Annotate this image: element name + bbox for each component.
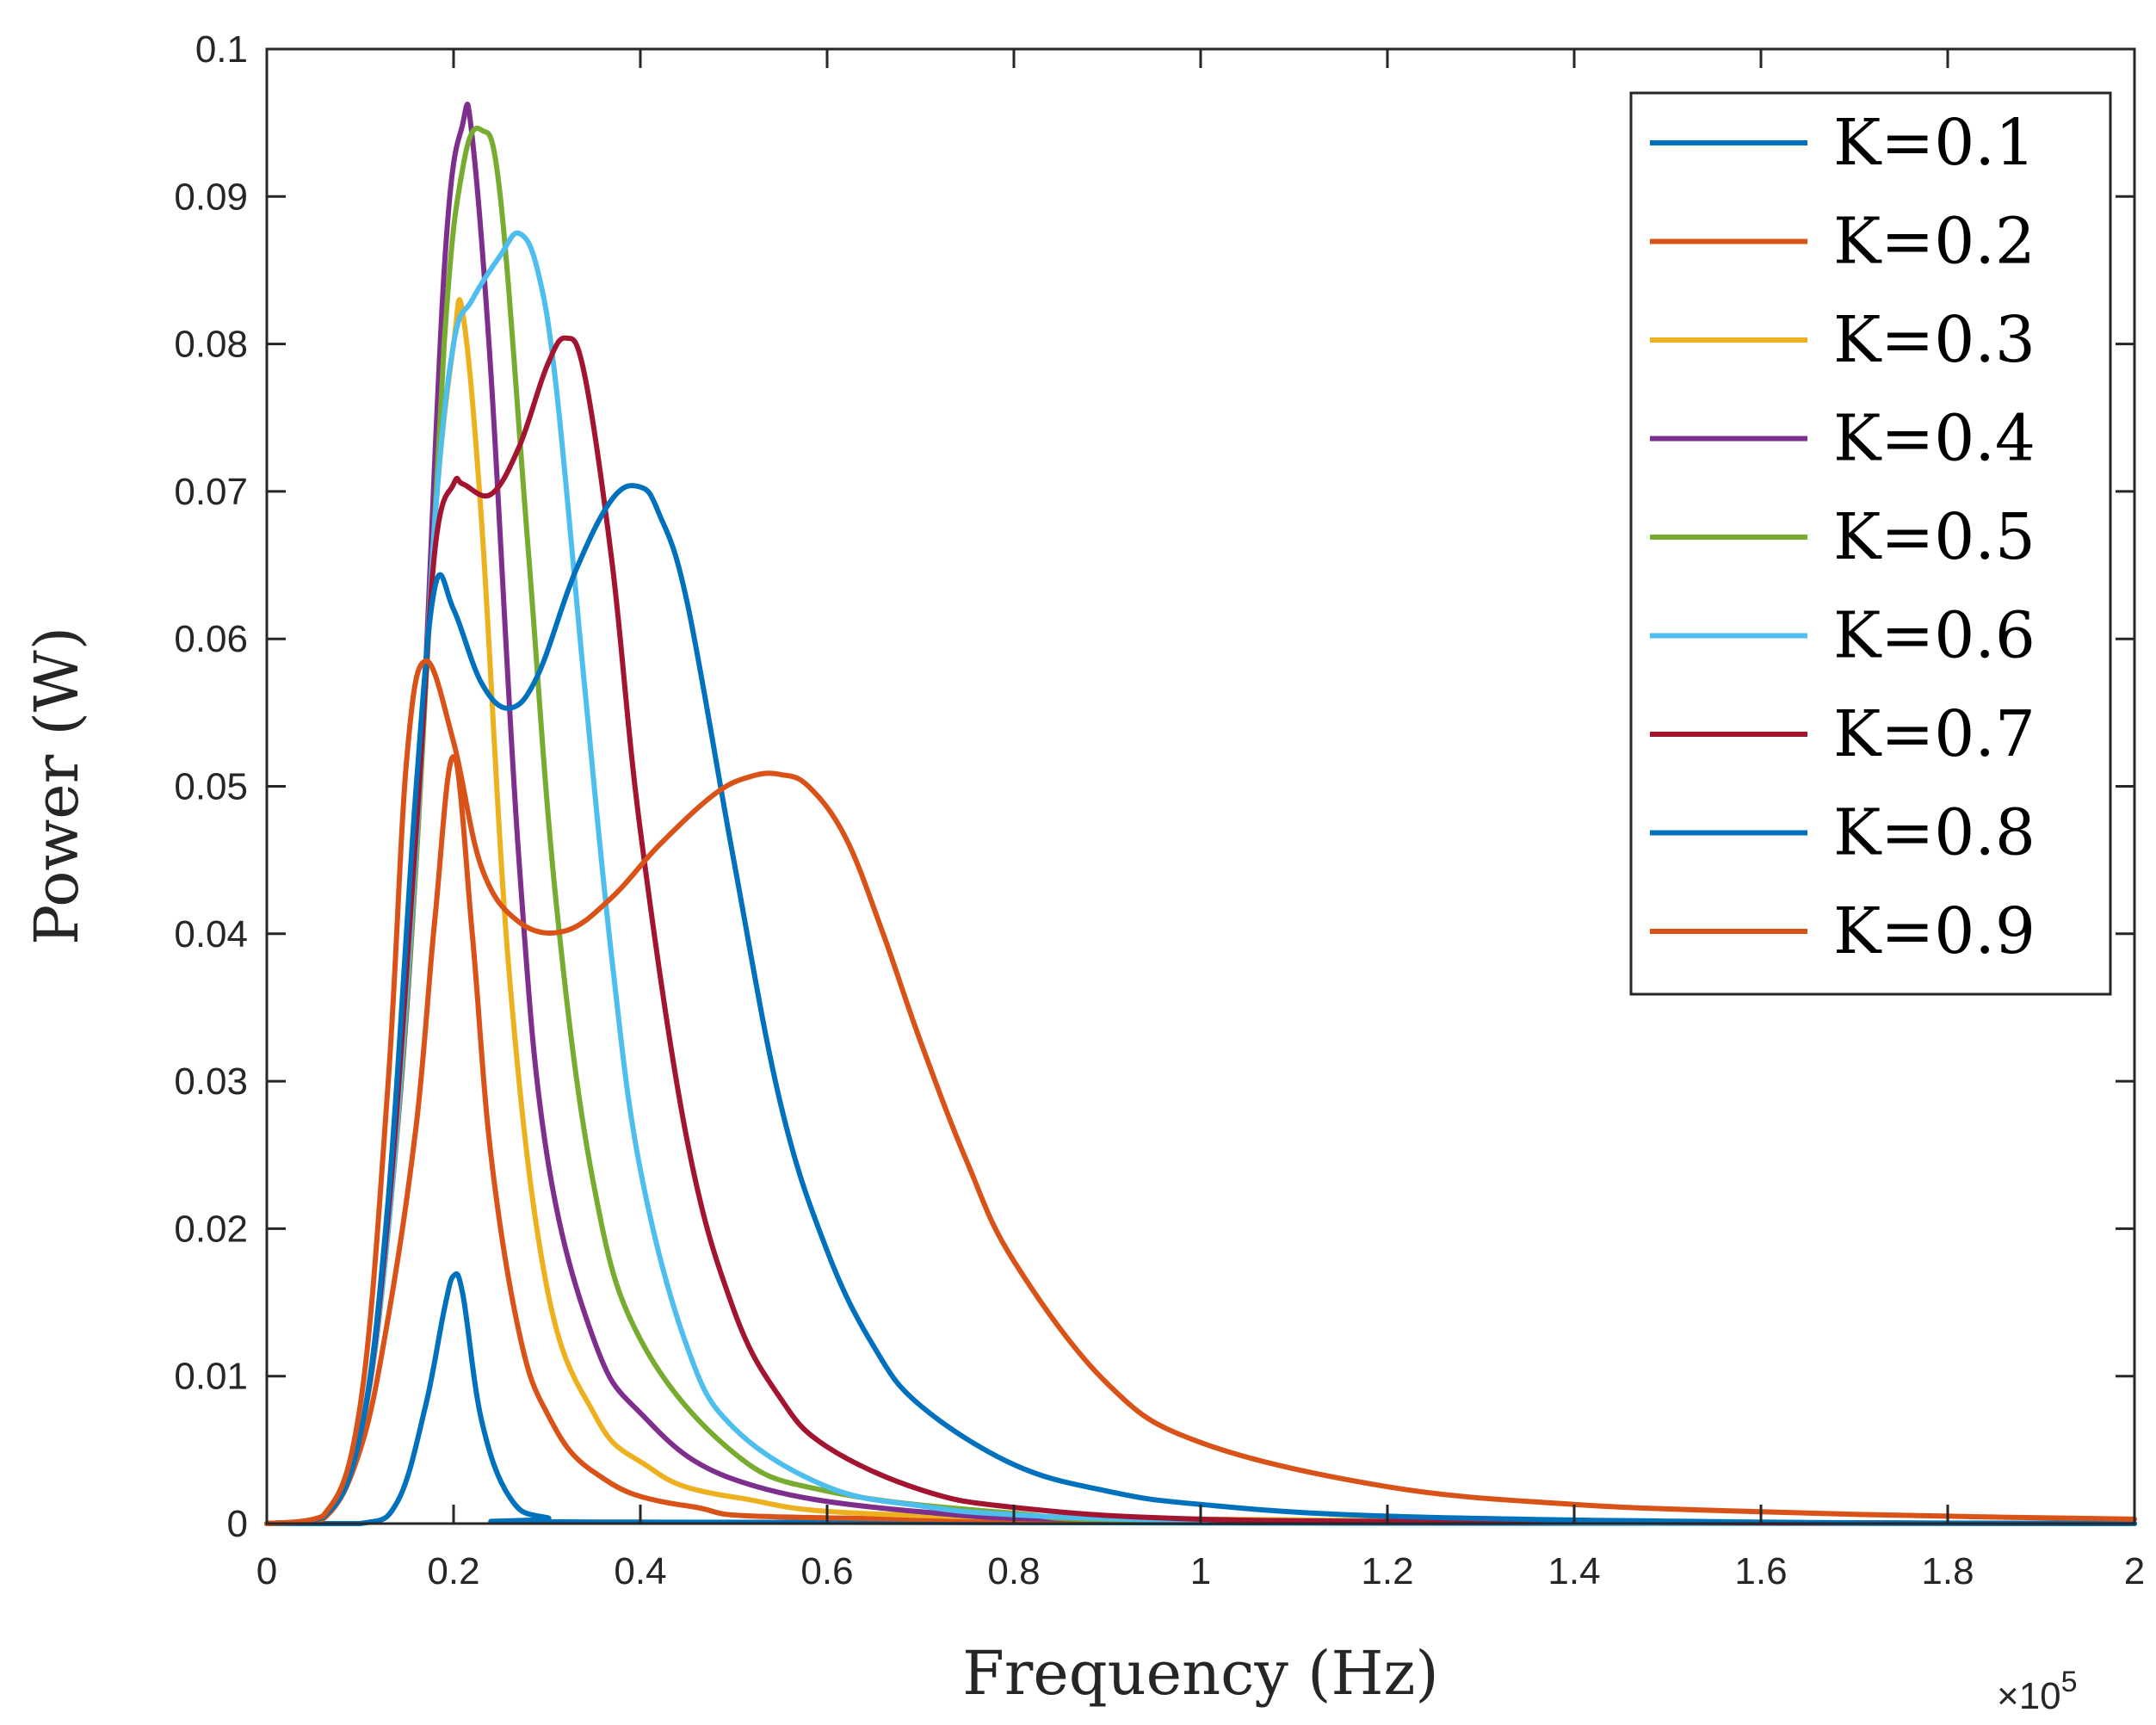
legend-label: K=0.7 [1833, 697, 2036, 771]
x-tick-label: 0.8 [987, 1550, 1040, 1592]
y-tick-label: 0.09 [174, 176, 248, 218]
legend-label: K=0.4 [1833, 402, 2036, 476]
legend-label: K=0.3 [1833, 303, 2036, 377]
x-axis-label: Frequency (Hz) [962, 1638, 1438, 1709]
x-tick-label: 0.6 [800, 1550, 853, 1592]
legend-label: K=0.8 [1833, 796, 2036, 870]
y-tick-label: 0.1 [195, 28, 248, 71]
series-line-2 [264, 754, 2137, 1526]
series-line-9 [264, 658, 2137, 1526]
y-tick-label: 0.01 [174, 1356, 248, 1398]
x-tick-label: 0 [256, 1550, 277, 1592]
legend-label: K=0.9 [1833, 894, 2036, 968]
x-tick-label: 1.8 [1921, 1550, 1974, 1592]
y-tick-label: 0 [227, 1503, 248, 1545]
legend-label: K=0.6 [1833, 599, 2036, 673]
y-tick-label: 0.05 [174, 766, 248, 808]
y-tick-label: 0.06 [174, 618, 248, 660]
x-tick-label: 1.2 [1361, 1550, 1413, 1592]
y-axis-label: Power (W) [22, 627, 92, 945]
legend-label: K=0.5 [1833, 500, 2036, 574]
y-tick-label: 0.04 [174, 913, 248, 955]
y-tick-label: 0.02 [174, 1208, 248, 1250]
legend-items: K=0.1 K=0.2 K=0.3 K=0.4 K=0.5 K=0.6 K=0.7 K=0.8… [1650, 106, 2036, 968]
x-tick-label: 1.6 [1734, 1550, 1787, 1592]
x-tick-label: 1.4 [1548, 1550, 1600, 1592]
x-tick-label: 1 [1190, 1550, 1211, 1592]
axis-layer: 0 0.2 0.4 0.6 0.8 1 1.2 1.4 1.6 1.8 2 0 0.01 0.02 0.03… [174, 28, 2145, 1592]
x-tick-label: 0.2 [427, 1550, 479, 1592]
series-line-8 [264, 483, 2137, 1526]
series-line-7 [264, 335, 2137, 1526]
x-exponent-label: ×105 [1997, 1666, 2078, 1717]
y-tick-label: 0.03 [174, 1060, 248, 1103]
y-tick-label: 0.08 [174, 324, 248, 366]
x-tick-label: 2 [2124, 1550, 2145, 1592]
axis-labels: Frequency (Hz) Power (W) ×105 [22, 627, 2078, 1717]
legend-label: K=0.1 [1833, 106, 2036, 180]
legend: K=0.1 K=0.2 K=0.3 K=0.4 K=0.5 K=0.6 K=0.7 K=0.8… [1629, 91, 2112, 996]
x-exponent-base: ×10 [1997, 1675, 2061, 1717]
x-exponent-power: 5 [2061, 1666, 2078, 1698]
legend-label: K=0.2 [1833, 205, 2036, 279]
x-tick-label: 0.4 [614, 1550, 666, 1592]
y-tick-label: 0.07 [174, 471, 248, 513]
series-layer [264, 102, 2137, 1527]
